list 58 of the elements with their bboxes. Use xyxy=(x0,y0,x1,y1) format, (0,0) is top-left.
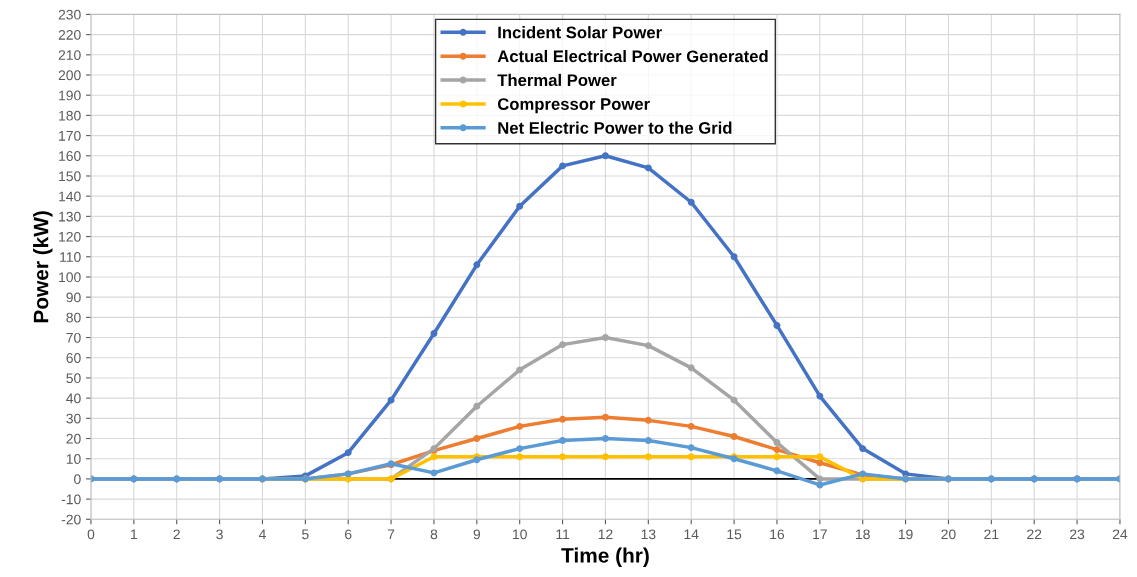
y-tick-label: 110 xyxy=(60,252,81,262)
x-tick-label: 20 xyxy=(941,529,956,540)
x-tick-label: 21 xyxy=(984,529,999,540)
y-tick-label: 70 xyxy=(66,332,81,343)
y-tick-label: 120 xyxy=(59,231,81,242)
y-tick-label: 80 xyxy=(66,312,81,323)
x-tick-label: 7 xyxy=(387,529,395,540)
x-axis-title: Time (hr) xyxy=(561,547,649,567)
x-tick-label: 5 xyxy=(302,529,309,540)
legend-label: Actual Electrical Power Generated xyxy=(497,49,768,63)
x-tick-label: 1 xyxy=(131,529,138,540)
x-tick-label: 13 xyxy=(641,529,656,540)
legend-label: Thermal Power xyxy=(497,73,617,87)
x-tick-label: 17 xyxy=(813,529,827,540)
x-tick-label: 18 xyxy=(856,529,870,540)
legend-label: Incident Solar Power xyxy=(498,26,662,39)
y-tick-label: 180 xyxy=(59,110,81,121)
x-tick-label: 15 xyxy=(727,529,742,540)
y-tick-label: 140 xyxy=(59,191,81,202)
y-tick-label: 220 xyxy=(58,29,81,40)
x-tick-label: 9 xyxy=(473,529,481,540)
x-tick-label: 0 xyxy=(87,529,95,540)
x-tick-label: 24 xyxy=(1112,529,1128,540)
legend-label: Net Electric Power to the Grid xyxy=(498,121,732,134)
y-tick-label: 200 xyxy=(58,70,81,81)
y-tick-label: 20 xyxy=(66,433,81,444)
y-tick-label: 0 xyxy=(74,474,81,485)
y-tick-label: 50 xyxy=(66,373,81,384)
y-tick-label: 150 xyxy=(59,171,81,182)
y-tick-label: 130 xyxy=(59,211,81,222)
y-tick-label: 210 xyxy=(58,50,81,60)
y-tick-label: 170 xyxy=(59,130,81,141)
y-tick-label: 100 xyxy=(59,272,81,283)
x-tick-label: 23 xyxy=(1070,529,1085,540)
y-tick-label: 190 xyxy=(59,90,81,101)
y-tick-label: 60 xyxy=(66,353,81,363)
y-tick-label: 10 xyxy=(66,454,81,464)
x-tick-label: 6 xyxy=(345,529,352,540)
x-tick-label: 2 xyxy=(173,529,180,540)
x-tick-label: 3 xyxy=(216,529,223,540)
y-tick-label: 90 xyxy=(66,292,81,303)
legend-label: Compressor Power xyxy=(497,98,650,114)
x-tick-label: 10 xyxy=(513,529,527,540)
x-tick-label: 19 xyxy=(898,529,913,540)
x-tick-label: 11 xyxy=(556,529,570,540)
x-tick-label: 12 xyxy=(598,529,613,540)
y-tick-label: -10 xyxy=(61,494,81,505)
x-tick-label: 8 xyxy=(430,529,438,540)
y-tick-label: 30 xyxy=(66,413,81,424)
x-tick-label: 4 xyxy=(258,529,266,540)
x-tick-label: 22 xyxy=(1027,529,1042,540)
y-tick-label: 230 xyxy=(58,9,81,20)
y-tick-label: 40 xyxy=(66,393,81,404)
x-tick-label: 16 xyxy=(770,529,785,540)
y-tick-label: 160 xyxy=(59,151,81,161)
y-tick-label: -20 xyxy=(61,514,81,525)
x-tick-label: 14 xyxy=(684,529,699,540)
y-axis-title: Power (kW) xyxy=(33,211,53,323)
